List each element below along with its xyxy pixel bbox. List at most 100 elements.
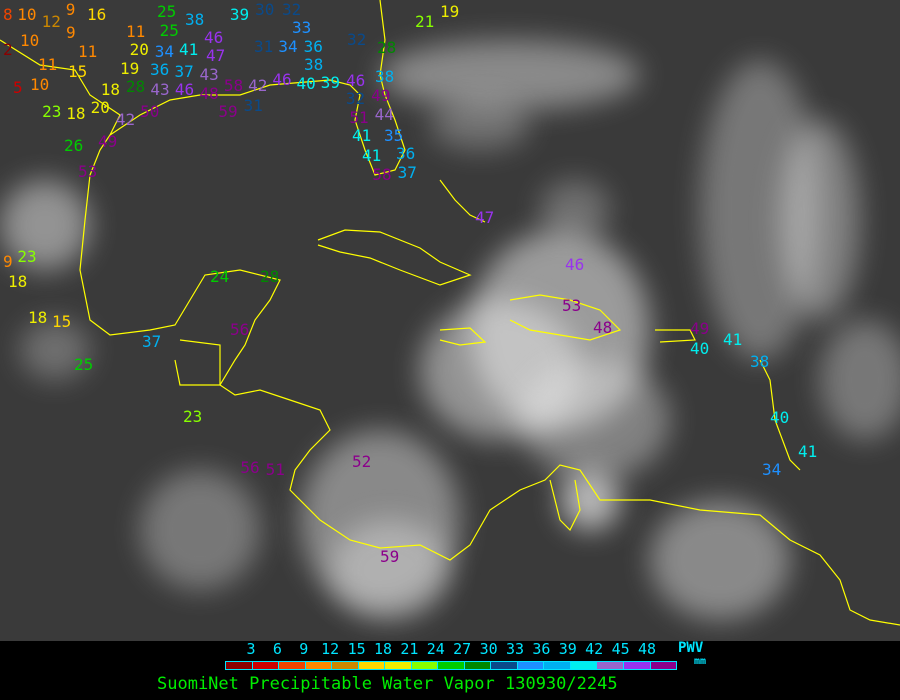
color-scale-bar <box>225 661 677 670</box>
map-title: SuomiNet Precipitable Water Vapor 130930… <box>157 674 618 694</box>
station-pwv-value: 31 <box>254 37 274 56</box>
coastline <box>439 179 486 223</box>
legend-color-swatch <box>305 662 333 669</box>
station-pwv-value: 41 <box>723 330 743 349</box>
station-pwv-value: 18 <box>28 308 48 327</box>
station-pwv-value: 39 <box>229 5 250 24</box>
station-pwv-value: 9 <box>65 0 76 19</box>
station-pwv-value: 46 <box>345 70 366 90</box>
station-pwv-value: 50 <box>140 102 160 121</box>
station-pwv-value: 18 <box>66 104 86 123</box>
station-pwv-value: 26 <box>64 136 84 155</box>
station-pwv-value: 32 <box>347 30 367 49</box>
legend-tick: 48 <box>637 640 657 658</box>
legend-color-swatch <box>411 662 439 669</box>
station-pwv-value: 41 <box>352 125 372 145</box>
legend-color-swatch <box>623 662 651 669</box>
legend-color-swatch <box>544 662 571 669</box>
station-pwv-value: 51 <box>349 107 369 127</box>
station-pwv-value: 41 <box>179 40 199 59</box>
cloud <box>520 360 670 480</box>
station-pwv-value: 38 <box>750 352 770 371</box>
station-pwv-value: 25 <box>159 21 179 41</box>
legend-tick: 42 <box>585 640 604 658</box>
station-pwv-value: 34 <box>278 36 298 56</box>
station-pwv-value: 58 <box>372 165 392 185</box>
legend-color-swatch <box>332 662 359 669</box>
station-pwv-value: 40 <box>296 73 316 93</box>
station-pwv-value: 10 <box>17 5 37 24</box>
cloud <box>330 520 450 620</box>
station-pwv-value: 36 <box>150 60 170 79</box>
station-pwv-value: 42 <box>248 76 268 95</box>
station-pwv-value: 33 <box>292 18 312 38</box>
coastline <box>759 359 801 471</box>
station-pwv-value: 36 <box>303 36 323 56</box>
station-pwv-value: 5 <box>13 78 23 97</box>
legend-unit-mm: mm <box>694 656 707 667</box>
legend-color-swatch <box>570 662 598 669</box>
cloud <box>140 470 260 590</box>
station-pwv-value: 56 <box>240 458 260 477</box>
station-pwv-value: 41 <box>798 442 818 461</box>
station-pwv-value: 8 <box>3 5 13 24</box>
legend-tick: 27 <box>453 640 472 658</box>
legend-tick: 33 <box>505 640 525 658</box>
station-pwv-value: 2 <box>3 40 13 59</box>
station-pwv-value: 38 <box>304 55 324 75</box>
station-pwv-value: 56 <box>230 320 250 339</box>
station-pwv-value: 19 <box>120 59 140 79</box>
station-pwv-value: 43 <box>150 80 170 99</box>
station-pwv-value: 53 <box>78 162 98 181</box>
coastline-overlay <box>0 0 900 626</box>
coastline <box>439 327 487 346</box>
legend-tick: 39 <box>558 640 577 658</box>
station-pwv-value: 10 <box>30 75 50 94</box>
legend-tick: 36 <box>532 640 551 658</box>
legend-tick: 45 <box>611 640 630 658</box>
cloud <box>540 180 610 240</box>
cloud <box>380 40 640 110</box>
station-pwv-value: 58 <box>223 76 244 95</box>
station-pwv-value: 38 <box>185 9 205 29</box>
station-pwv-value: 53 <box>562 296 582 315</box>
station-pwv-value: 49 <box>98 132 118 151</box>
station-pwv-value: 42 <box>115 110 136 129</box>
station-pwv-value: 9 <box>3 252 13 271</box>
station-pwv-value: 39 <box>320 73 340 93</box>
station-pwv-value: 11 <box>126 21 146 41</box>
legend-tick: 3 <box>246 640 256 658</box>
satellite-image: 8 10 12 9 16 9 10 2 11 11 15 19 5 10 18 28 23 18 20 26 42 50 4… <box>0 0 900 641</box>
station-pwv-value: 20 <box>129 39 149 59</box>
station-pwv-value: 46 <box>272 70 292 89</box>
station-pwv-value: 18 <box>100 80 120 99</box>
coastline <box>317 229 472 286</box>
coastlines <box>0 0 900 626</box>
cloud <box>420 300 580 440</box>
legend-color-swatch <box>650 662 677 669</box>
station-pwv-value: 38 <box>375 67 395 87</box>
station-pwv-value: 23 <box>42 102 62 121</box>
station-pwv-value: 59 <box>380 547 400 566</box>
legend-color-swatch <box>358 662 386 669</box>
station-pwv-value: 47 <box>206 46 226 66</box>
coastline <box>174 339 221 386</box>
legend-ticks: 3 6 9 12 15 18 21 24 27 30 33 36 39 42 45 48 <box>0 640 900 658</box>
coastline <box>109 0 406 176</box>
legend-color-swatch <box>252 662 280 669</box>
legend-color-swatch <box>438 662 465 669</box>
station-pwv-value: 25 <box>157 1 177 21</box>
station-pwv-value: 11 <box>38 55 58 74</box>
cloud <box>780 120 860 320</box>
legend-color-swatch <box>464 662 492 669</box>
station-pwv-value: 46 <box>174 80 195 99</box>
station-pwv-value: 59 <box>218 101 238 121</box>
legend-tick: 12 <box>321 640 340 658</box>
station-pwv-value: 48 <box>593 318 613 337</box>
station-pwv-value: 43 <box>199 65 219 85</box>
legend-tick: 6 <box>272 640 282 658</box>
station-pwv-value: 49 <box>690 319 710 339</box>
coastline <box>0 39 900 626</box>
station-pwv-value: 21 <box>415 12 435 31</box>
